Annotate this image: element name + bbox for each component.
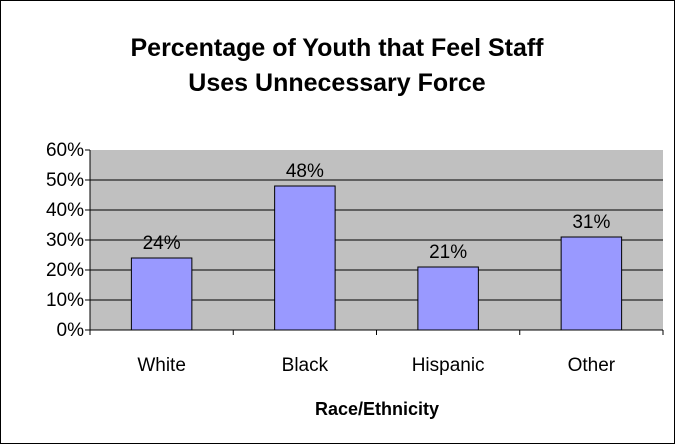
data-labels: 24% 48% 21% 31%	[143, 161, 611, 263]
x-axis: White Black Hispanic Other	[89, 330, 664, 376]
bar-white	[130, 257, 193, 331]
y-tick-label: 50%	[46, 170, 84, 191]
y-tick-label: 60%	[46, 140, 84, 161]
data-label: 21%	[429, 242, 467, 263]
y-axis: 0% 10% 20% 30% 40% 50% 60%	[46, 140, 90, 341]
bars	[130, 185, 623, 331]
chart-title-line-2: Uses Unnecessary Force	[188, 69, 485, 97]
data-label: 48%	[286, 161, 324, 182]
y-tick-label: 20%	[46, 260, 84, 281]
y-tick-label: 40%	[46, 200, 84, 221]
data-label: 31%	[572, 212, 610, 233]
bar-other	[560, 236, 623, 331]
bar-hispanic	[417, 266, 479, 331]
y-tick-label: 0%	[57, 320, 85, 341]
x-tick-label: Black	[282, 355, 329, 376]
y-tick-label: 30%	[46, 230, 84, 251]
x-tick-label: White	[137, 355, 186, 376]
x-axis-label: Race/Ethnicity	[315, 399, 439, 419]
x-tick-label: Other	[568, 355, 616, 376]
x-tick-label: Hispanic	[412, 355, 485, 376]
bar-black	[274, 185, 336, 331]
data-label: 24%	[143, 233, 181, 254]
y-tick-label: 10%	[46, 290, 84, 311]
chart-title-line-1: Percentage of Youth that Feel Staff	[130, 34, 544, 62]
